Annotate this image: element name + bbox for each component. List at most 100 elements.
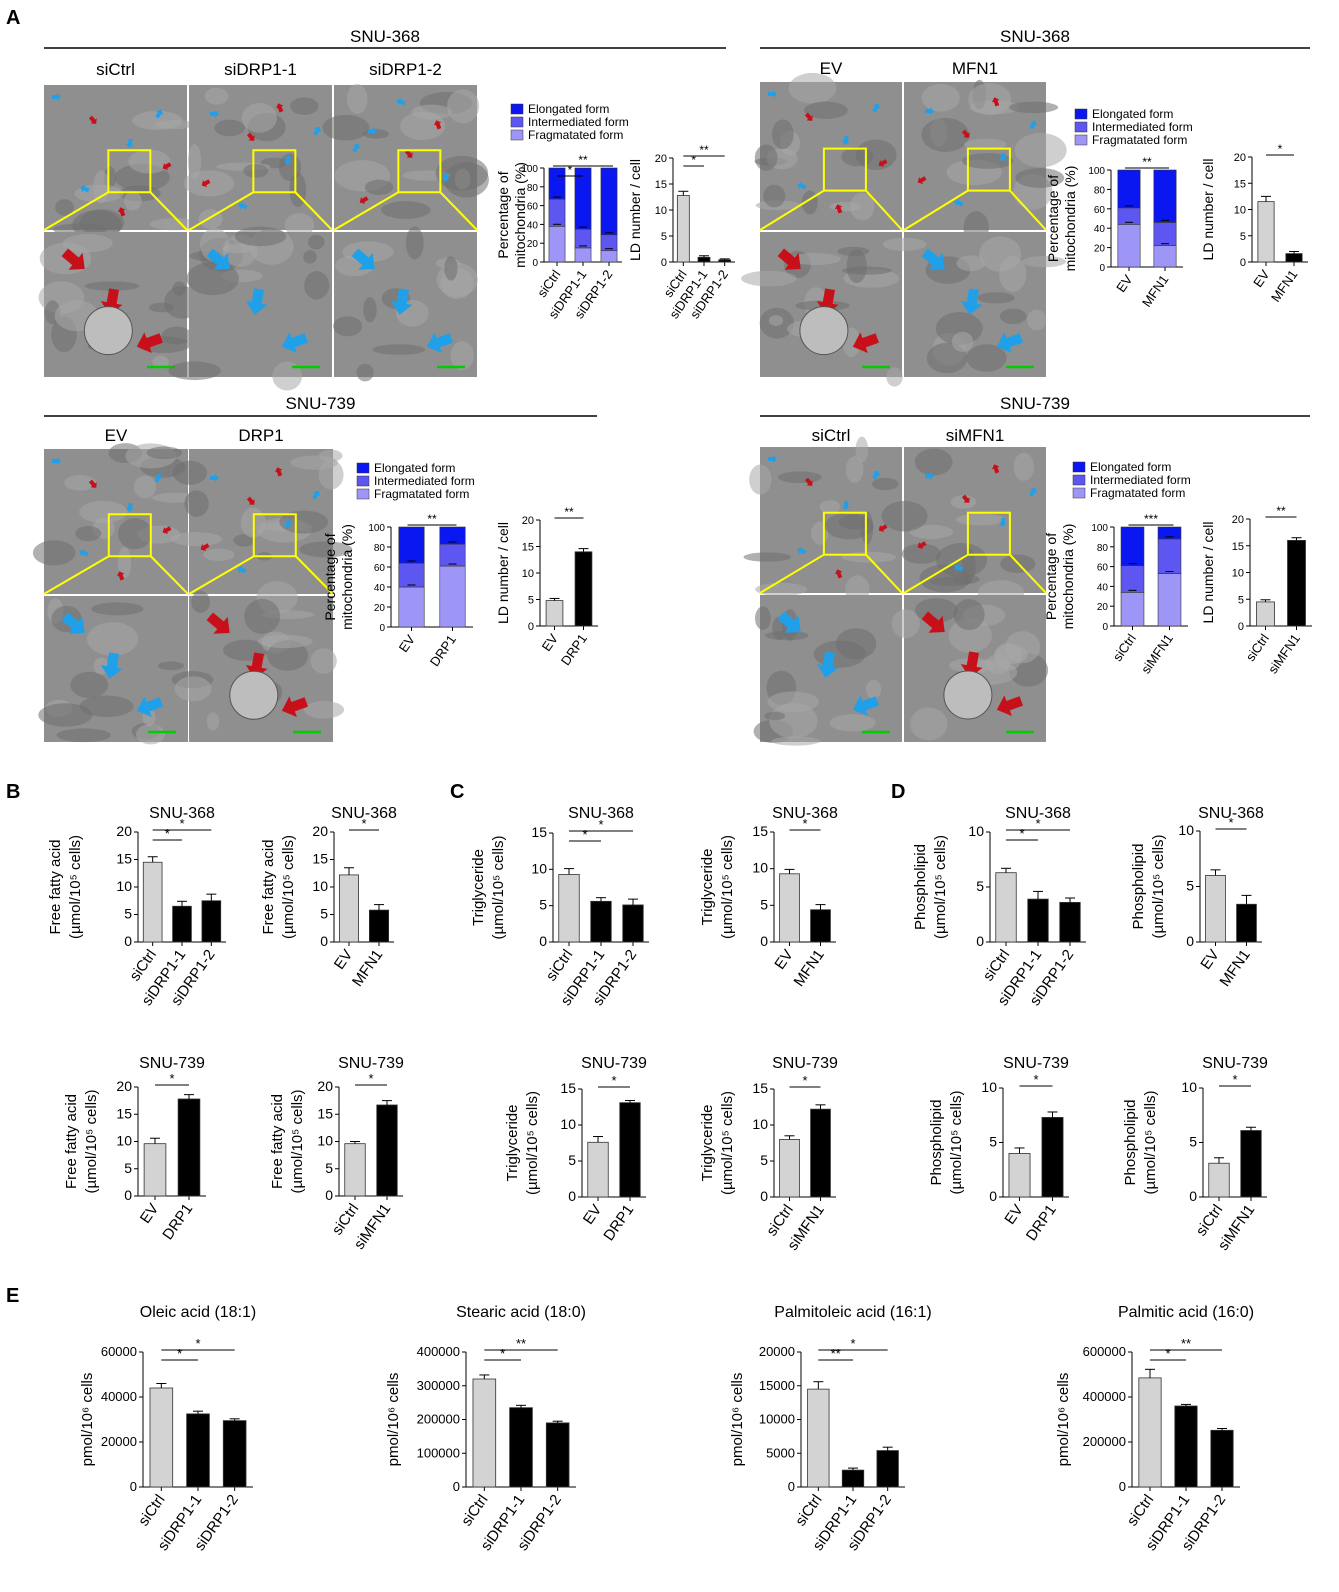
zoom-box [107, 513, 152, 558]
legend-swatch [1072, 474, 1086, 486]
legend-swatch [510, 129, 524, 141]
small-arrow-icon [797, 546, 807, 555]
em-texture [87, 622, 139, 656]
y-axis-label: Triglyceride [699, 1105, 716, 1182]
y-tick-label: 20 [1097, 602, 1109, 613]
em-texture [279, 510, 329, 534]
em-image-zoom [891, 595, 1049, 742]
bar [1008, 1153, 1031, 1198]
zoom-line [295, 555, 334, 595]
significance-label: *** [1144, 512, 1158, 526]
em-texture [203, 548, 235, 561]
y-tick-label: 10 [655, 205, 667, 217]
bar [807, 1388, 830, 1488]
panel-letter-B: B [6, 781, 20, 803]
small-arrow-icon [433, 120, 442, 130]
legend-label: Elongated form [528, 102, 609, 116]
x-tick-label: MFN1 [790, 947, 827, 990]
lipid-droplet [943, 670, 993, 720]
y-tick-label: 15 [655, 179, 667, 191]
small-arrow-shape [88, 479, 97, 488]
y-tick-label: 0 [661, 257, 667, 269]
y-axis-label: Free fatty acid [260, 839, 277, 934]
significance-label: * [361, 816, 366, 831]
small-arrow-shape [313, 126, 321, 136]
em-texture [447, 89, 480, 124]
small-arrow-shape [834, 569, 843, 579]
chart-title: SNU-368 [149, 805, 215, 822]
arrow-icon [281, 332, 308, 354]
small-arrow-shape [162, 526, 172, 534]
y-tick-label: 5 [539, 897, 547, 913]
small-arrow-icon [125, 138, 134, 148]
arrow-shape [390, 288, 413, 315]
significance-label: * [850, 1336, 855, 1351]
small-arrow-shape [991, 464, 1000, 474]
y-tick-label: 0 [1102, 622, 1108, 633]
y-tick-label: 5 [1238, 594, 1244, 606]
arrow-icon [136, 696, 163, 718]
y-axis-label: (µmol/10⁵ cells) [1142, 1090, 1159, 1194]
small-arrow-icon [841, 500, 850, 510]
significance-label: * [1033, 1072, 1038, 1087]
small-arrow-icon [961, 129, 970, 138]
significance-label: * [598, 817, 603, 832]
small-arrow-icon [954, 563, 964, 572]
y-tick-label: 15000 [759, 1378, 795, 1393]
x-tick-label: DRP1 [427, 632, 459, 669]
y-tick-label: 0 [760, 933, 768, 949]
small-arrow-shape [116, 571, 125, 581]
em-texture [411, 104, 453, 120]
bar [697, 256, 711, 263]
em-texture [999, 308, 1027, 325]
y-tick-label: 40 [374, 583, 386, 594]
y-tick-label: 10 [531, 860, 547, 876]
arrow-icon [426, 332, 453, 354]
small-arrow-icon [925, 472, 934, 480]
arrow-icon [61, 612, 85, 634]
em-texture [204, 87, 229, 105]
y-axis-label: (µmol/10⁵ cells) [289, 1089, 306, 1193]
em-texture [146, 446, 183, 460]
bar [368, 909, 389, 943]
chart-title: Oleic acid (18:1) [140, 1304, 257, 1321]
em-texture [768, 315, 784, 326]
em-texture [919, 564, 971, 593]
bar-chart: 0200004000060000siCtrlsiDRP1-1siDRP1-2**… [79, 1304, 256, 1554]
em-texture [891, 609, 920, 638]
arrow-shape [852, 695, 879, 717]
bar [1027, 898, 1049, 943]
small-arrow-icon [238, 201, 248, 210]
stack-segment [439, 526, 466, 545]
x-tick-label: EV [580, 1202, 605, 1228]
bar [574, 551, 593, 627]
image-column-label: siDRP1-1 [224, 60, 297, 79]
em-image-overview [183, 85, 333, 238]
em-texture [956, 255, 986, 272]
y-axis-label: Percentage of [1045, 175, 1061, 262]
bar-chart: 0510siCtrlsiDRP1-1siDRP1-2**SNU-368Phosp… [912, 805, 1086, 1009]
y-tick-label: 5 [1189, 1134, 1197, 1150]
arrow-icon [61, 248, 85, 270]
em-texture [128, 149, 171, 174]
arrow-shape [100, 652, 123, 679]
y-tick-label: 0 [1238, 621, 1244, 633]
small-arrow-shape [404, 149, 413, 158]
em-texture [829, 201, 862, 212]
legend-label: Elongated form [1092, 107, 1173, 121]
y-tick-label: 0 [1189, 1188, 1197, 1204]
y-tick-label: 15 [752, 823, 768, 839]
em-texture [136, 724, 166, 745]
small-arrow-icon [283, 519, 292, 529]
y-tick-label: 600000 [1083, 1344, 1126, 1359]
small-arrow-shape [797, 181, 807, 190]
small-arrow-icon [201, 179, 211, 187]
y-tick-label: 20000 [101, 1434, 137, 1449]
y-axis-label: Triglyceride [699, 849, 716, 926]
legend-swatch [356, 462, 370, 474]
em-texture [154, 119, 194, 130]
em-texture [953, 574, 980, 584]
y-tick-label: 5 [976, 878, 984, 894]
bar [1285, 253, 1303, 263]
